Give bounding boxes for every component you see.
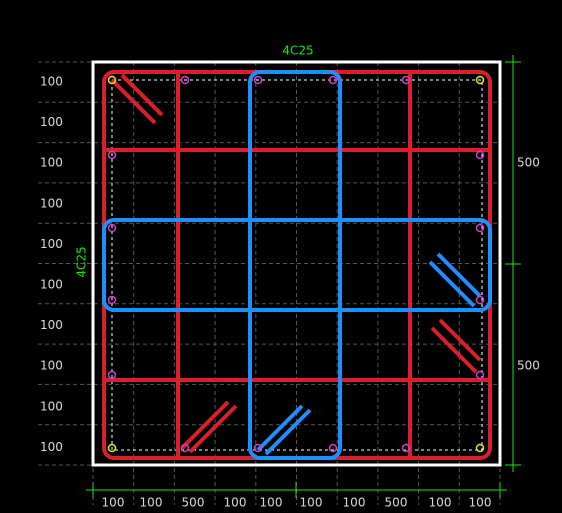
right-dimension: 500 (517, 359, 540, 373)
rebar (401, 443, 411, 453)
left-dimension: 100 (40, 399, 63, 413)
left-dimension: 100 (40, 318, 63, 332)
bottom-dimension: 100 (343, 496, 366, 510)
left-dimension: 100 (40, 75, 63, 89)
rebar (475, 295, 485, 305)
rebar (107, 443, 117, 453)
rebar (107, 295, 117, 305)
bottom-dimension: 100 (224, 496, 247, 510)
left-dimension: 100 (40, 196, 63, 210)
bottom-dimension: 100 (260, 496, 283, 510)
dimension-lines (86, 55, 521, 498)
side-rebar-label: 4C25 (75, 246, 89, 277)
bottom-dimension: 100 (469, 496, 492, 510)
rebar (180, 443, 190, 453)
rebar (253, 443, 263, 453)
rebar (475, 443, 485, 453)
left-dimension: 100 (40, 237, 63, 251)
bottom-dimension: 100 (102, 496, 125, 510)
rebar (328, 75, 338, 85)
blue-stirrups (102, 70, 492, 460)
rebar (401, 75, 411, 85)
rebar (475, 150, 485, 160)
bottom-dimension: 100 (300, 496, 323, 510)
rebar (107, 75, 117, 85)
bottom-dimension: 100 (140, 496, 163, 510)
rebar (328, 443, 338, 453)
left-dimension: 100 (40, 156, 63, 170)
rebars (107, 75, 485, 453)
rebar (180, 75, 190, 85)
left-dimension: 100 (40, 440, 63, 454)
column-outline (91, 60, 502, 467)
left-dimension: 100 (40, 278, 63, 292)
rebar (475, 223, 485, 233)
rebar (253, 75, 263, 85)
right-dimension: 500 (517, 156, 540, 170)
bottom-dimension: 100 (429, 496, 452, 510)
left-dimension: 100 (40, 115, 63, 129)
bottom-dimension: 500 (385, 496, 408, 510)
rebar (107, 223, 117, 233)
cover-line (111, 79, 483, 451)
rebar (107, 150, 117, 160)
bottom-dimension: 500 (182, 496, 205, 510)
top-rebar-label: 4C25 (282, 44, 313, 58)
rebar (107, 370, 117, 380)
left-dimension: 100 (40, 359, 63, 373)
rebar (475, 370, 485, 380)
rebar (475, 75, 485, 85)
